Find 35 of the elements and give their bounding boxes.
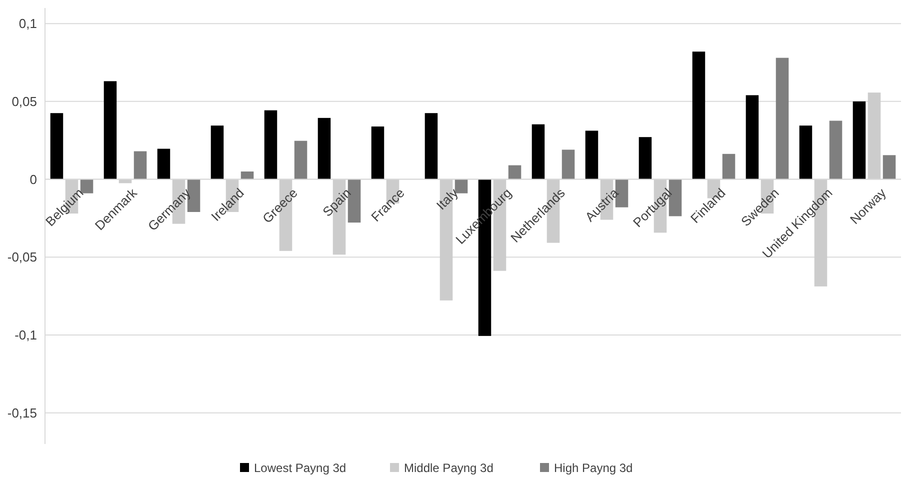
y-tick-label: 0,1 (18, 16, 37, 32)
bar (722, 154, 736, 180)
bar (532, 124, 545, 180)
bar (294, 140, 308, 180)
bar (371, 126, 384, 180)
y-tick-label: -0,05 (7, 250, 37, 265)
bar (210, 126, 224, 180)
legend-label: Middle Payng 3d (404, 461, 494, 476)
legend-label: High Payng 3d (554, 461, 633, 476)
bar (868, 92, 881, 180)
bar (799, 126, 812, 180)
legend-label: Lowest Payng 3d (254, 461, 346, 476)
bar (424, 113, 438, 180)
bar (240, 172, 254, 180)
bar (585, 130, 598, 180)
y-tick-label: -0,1 (14, 328, 37, 343)
y-tick-label: 0 (30, 172, 37, 187)
bar (562, 150, 575, 180)
bar (508, 165, 522, 180)
bar (882, 155, 896, 180)
bar (852, 101, 866, 180)
bar (692, 52, 706, 180)
bar (776, 58, 789, 180)
bar (104, 81, 117, 180)
bar (264, 110, 278, 180)
bar (746, 95, 759, 180)
bar (50, 113, 64, 180)
y-tick-label: -0,15 (7, 405, 37, 420)
bar (134, 151, 147, 180)
bar (829, 120, 842, 180)
bar (318, 118, 331, 180)
bar (638, 137, 652, 180)
bar (157, 148, 170, 180)
y-tick-label: 0,05 (12, 94, 37, 109)
x-tick-label: Italy (433, 184, 462, 213)
